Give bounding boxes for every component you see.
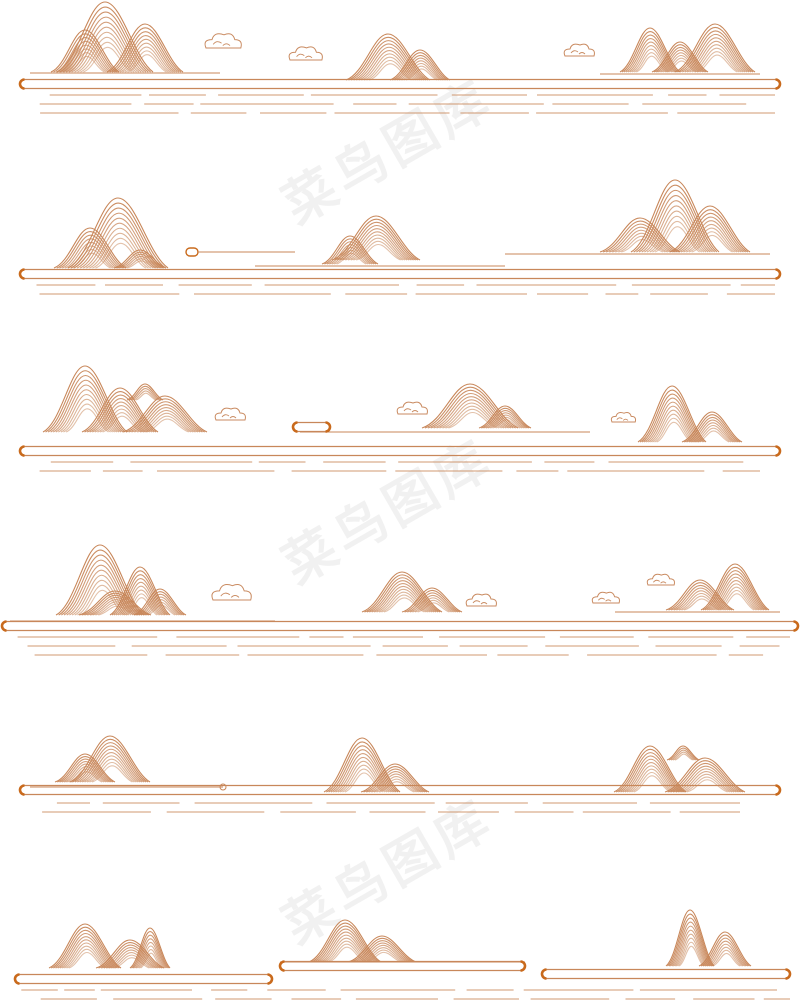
mountain-icon [113,249,167,269]
mountain-icon [126,383,164,401]
mountain-icon [674,23,756,73]
mountain-icon [48,923,122,969]
mountain-icon [651,41,709,73]
mountain-icon [106,23,184,73]
scroll-bar-icon [18,445,782,457]
water-line-icon [21,989,790,1000]
mountain-icon [361,571,443,613]
water-line-icon [39,94,775,114]
mountain-icon [478,405,532,429]
mountain-icon [321,235,379,265]
cloud-icon [396,401,428,415]
cloud-icon [214,407,246,421]
water-line-icon [36,284,775,295]
mountain-icon [401,587,463,613]
mountain-icon [54,753,116,783]
mountain-icon [345,33,431,81]
mountain-icon [698,931,752,967]
scroll-bar-icon [13,973,274,985]
mountain-icon [129,927,171,969]
mountain-icon [69,735,151,783]
cloud-icon [563,43,595,57]
scroll-bar-icon [540,968,792,980]
mountain-icon [666,745,700,761]
scroll-bar-icon [291,421,332,433]
mountain-icon [665,579,735,611]
cloud-icon [610,412,637,423]
mountain-icon [664,757,746,793]
mountain-icon [389,49,451,81]
mountain-icon [53,227,127,269]
mountain-icon [681,411,743,443]
mountain-icon [613,745,687,793]
mountain-icon [637,385,707,443]
mountain-icon [347,935,417,963]
cloud-icon [646,573,675,586]
scroll-bar-icon [18,78,782,90]
water-line-icon [17,636,790,656]
scroll-bar-icon [0,620,800,632]
cloud-icon [591,591,620,604]
scroll-bar-icon [185,247,199,257]
mountain-icon [78,590,152,616]
scroll-bar-icon [18,784,782,796]
mountain-icon [630,179,720,253]
cloud-icon [288,46,323,61]
mountain-icon [50,29,120,73]
mountain-icon [56,1,154,73]
mountain-icon [665,909,715,967]
cloud-icon [204,33,242,49]
cloud-icon [211,584,252,601]
scroll-bar-icon [278,960,527,972]
mountain-icon [95,939,165,969]
mountain-icon [133,588,187,616]
mountain-icon [599,217,681,253]
scroll-bar-icon [18,268,782,280]
mountain-icon [308,919,382,963]
water-line-icon [42,802,740,813]
cloud-icon [465,593,497,607]
mountain-icon [669,205,751,253]
mountain-icon [122,395,208,433]
water-line-icon [39,461,760,472]
